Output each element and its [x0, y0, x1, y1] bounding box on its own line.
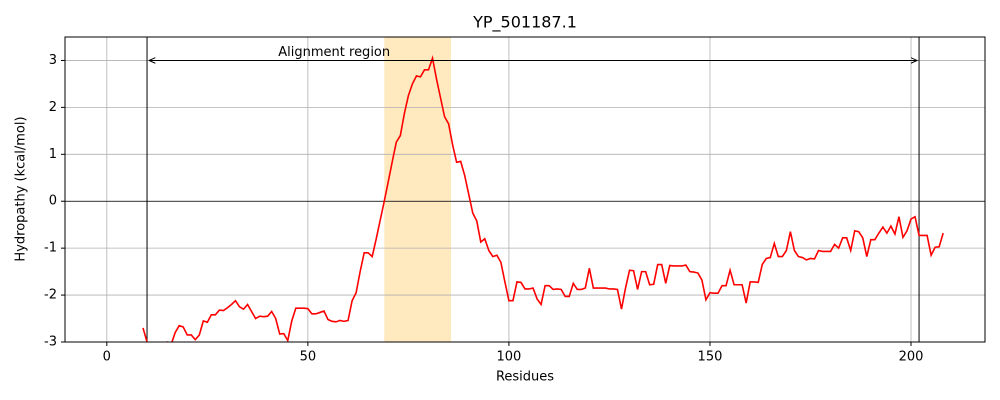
axes-frame: [64, 36, 986, 343]
y-tick-label: 2: [49, 100, 57, 115]
y-axis-label: Hydropathy (kcal/mol): [14, 116, 29, 261]
x-tick-label: 0: [103, 350, 111, 365]
x-tick-label: 100: [497, 350, 522, 365]
data-line: [142, 55, 944, 342]
y-tick-label: -3: [44, 335, 57, 350]
y-tick-label: -2: [44, 288, 57, 303]
x-tick-label: 200: [899, 350, 924, 365]
y-tick-label: 0: [49, 194, 57, 209]
annotation-text: Alignment region: [278, 45, 390, 60]
plot-area: [65, 37, 985, 342]
x-tick-label: 50: [300, 350, 317, 365]
shaded-region: [384, 37, 452, 342]
x-tick-label: 150: [698, 350, 723, 365]
y-tick-label: -1: [44, 241, 57, 256]
y-tick-label: 3: [49, 53, 57, 68]
x-axis-label: Residues: [496, 370, 554, 385]
y-tick-label: 1: [49, 147, 57, 162]
chart-title: YP_501187.1: [472, 13, 577, 33]
